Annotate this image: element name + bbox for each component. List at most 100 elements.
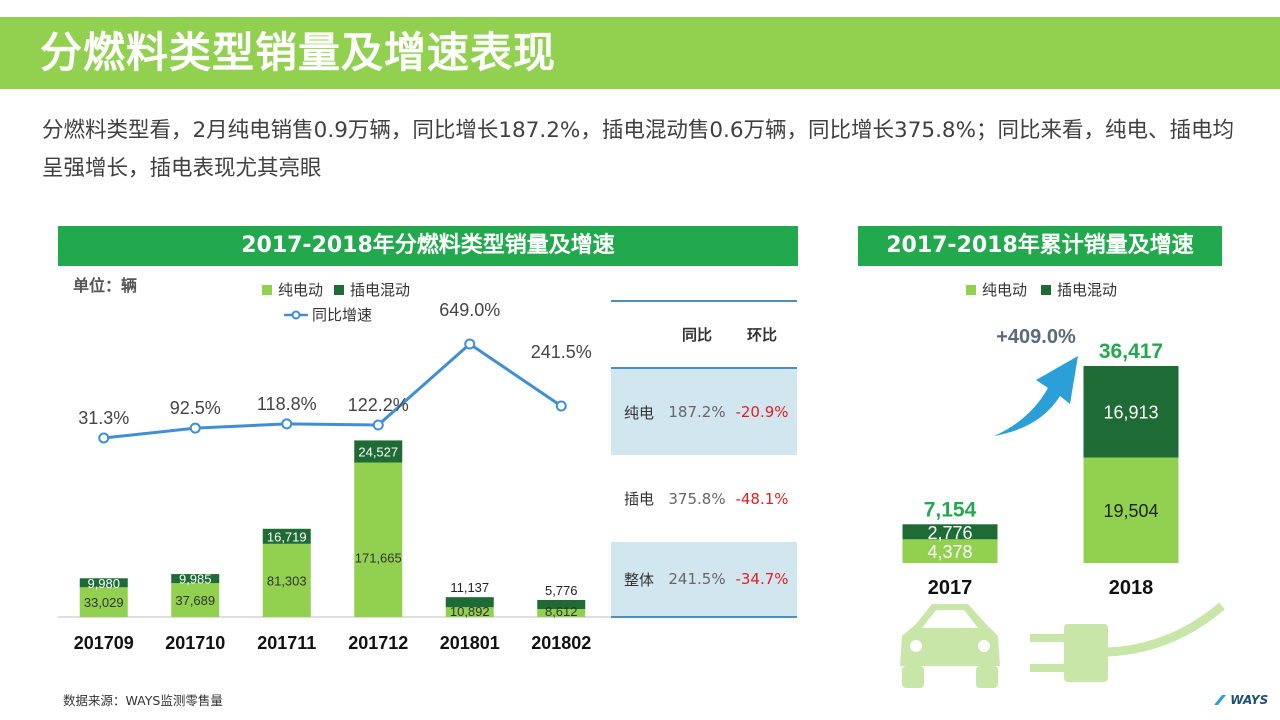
bar-phev bbox=[1083, 365, 1179, 458]
unit-label: 单位：辆 bbox=[73, 276, 138, 295]
chart2-heading: 2017-2018年累计销量及增速 bbox=[858, 226, 1222, 266]
growth-total-label: +409.0% bbox=[996, 326, 1076, 348]
legend2-label-ev: 纯电动 bbox=[982, 281, 1028, 299]
tick-label: 2017 bbox=[928, 577, 973, 599]
bar-phev bbox=[171, 574, 220, 584]
bar-phev bbox=[445, 597, 494, 608]
tick-label: 201801 bbox=[440, 633, 500, 653]
bar-ev bbox=[902, 539, 998, 563]
table-header-rule bbox=[611, 367, 797, 369]
page-title: 分燃料类型销量及增速表现 bbox=[40, 28, 557, 77]
chart1-heading: 2017-2018年分燃料类型销量及增速 bbox=[58, 226, 798, 266]
data-label-phev: 16,913 bbox=[1103, 403, 1158, 423]
growth-line bbox=[103, 342, 563, 440]
bar-ev bbox=[79, 587, 128, 617]
monthly-sales-chart: 9,980 33,029 201709 9,985 37,689 201710 16,719… bbox=[58, 300, 611, 653]
table-header-yoy: 同比 bbox=[681, 325, 712, 344]
table-row-yoy: 241.5% bbox=[668, 570, 726, 588]
table-row-mom: -20.9% bbox=[735, 403, 789, 421]
tick-label: 2018 bbox=[1109, 577, 1154, 599]
legend-phev: 插电混动 bbox=[334, 279, 410, 300]
legend-ev: 纯电动 bbox=[262, 279, 323, 300]
growth-table: 同比 环比 纯电 187.2% -20.9% 插电 375.8% -48.1% … bbox=[611, 300, 797, 618]
bar-phev bbox=[79, 578, 128, 588]
data-label-phev: 11,137 bbox=[450, 580, 489, 595]
ways-logo: WAYS bbox=[1214, 693, 1268, 707]
growth-point bbox=[464, 338, 476, 350]
tick-label: 201710 bbox=[165, 633, 225, 653]
data-label-phev: 9,985 bbox=[179, 572, 212, 587]
bar-phev bbox=[354, 440, 403, 463]
data-label-phev: 16,719 bbox=[267, 529, 307, 544]
total-label: 7,154 bbox=[924, 498, 977, 521]
table-row-label: 纯电 bbox=[623, 403, 654, 422]
data-label-ev: 81,303 bbox=[267, 573, 307, 588]
bar-phev bbox=[537, 600, 586, 609]
car-icon bbox=[900, 604, 1000, 688]
table-header-row: 同比 环比 bbox=[611, 322, 797, 346]
legend2-swatch-ev bbox=[966, 284, 976, 295]
legend-label-phev: 插电混动 bbox=[350, 281, 411, 299]
arrow-up-icon bbox=[994, 356, 1078, 436]
title-banner bbox=[0, 17, 1280, 89]
ways-logo-mark bbox=[1214, 695, 1226, 705]
table-bottom-rule bbox=[611, 616, 797, 618]
legend2-swatch-phev bbox=[1041, 284, 1051, 295]
growth-label: 31.3% bbox=[78, 408, 129, 428]
table-top-rule bbox=[611, 300, 797, 302]
bar-phev bbox=[902, 524, 998, 540]
table-row-yoy: 187.2% bbox=[668, 403, 726, 421]
table-row-label: 整体 bbox=[623, 570, 654, 589]
tick-label: 201712 bbox=[348, 633, 408, 653]
growth-point bbox=[98, 432, 110, 444]
data-label-ev: 33,029 bbox=[84, 595, 124, 610]
table-row-yoy: 375.8% bbox=[668, 489, 726, 508]
growth-label: 118.8% bbox=[257, 394, 317, 414]
growth-label: 92.5% bbox=[170, 398, 221, 418]
legend-line-icon bbox=[284, 310, 308, 319]
growth-point bbox=[372, 419, 384, 431]
plug-icon bbox=[1030, 602, 1225, 682]
data-label-phev: 24,527 bbox=[358, 444, 398, 459]
table-row: 纯电 187.2% -20.9% bbox=[611, 369, 797, 455]
growth-point bbox=[189, 422, 201, 434]
tick-label: 201711 bbox=[257, 633, 316, 653]
total-label: 36,417 bbox=[1099, 340, 1163, 363]
growth-point bbox=[281, 418, 293, 430]
data-label-ev: 10,892 bbox=[450, 604, 490, 619]
table-row-mom: -48.1% bbox=[735, 489, 789, 508]
data-label-ev: 4,378 bbox=[927, 542, 972, 562]
growth-point bbox=[555, 400, 567, 412]
legend-growth: 同比增速 bbox=[284, 304, 372, 325]
table-header-mom: 环比 bbox=[746, 325, 777, 344]
bar-ev bbox=[445, 607, 494, 617]
data-label-ev: 37,689 bbox=[175, 593, 215, 608]
bar-ev bbox=[354, 462, 403, 617]
data-label-ev: 19,504 bbox=[1103, 501, 1158, 521]
data-label-phev: 5,776 bbox=[545, 583, 578, 598]
bar-phev bbox=[262, 528, 311, 544]
table-row-label: 插电 bbox=[623, 490, 654, 508]
legend-swatch-ev bbox=[262, 284, 272, 295]
data-source: 数据来源：WAYS监测零售量 bbox=[63, 693, 223, 708]
tick-label: 201709 bbox=[74, 633, 134, 653]
bar-ev bbox=[171, 583, 220, 617]
bar-ev bbox=[537, 609, 586, 617]
legend-label-ev: 纯电动 bbox=[278, 281, 324, 299]
legend-label-growth: 同比增速 bbox=[312, 306, 373, 324]
growth-label: 241.5% bbox=[531, 342, 592, 362]
data-label-phev: 9,980 bbox=[87, 576, 120, 591]
growth-label: 122.2% bbox=[348, 395, 409, 415]
ways-logo-text: WAYS bbox=[1230, 693, 1269, 707]
tick-label: 201802 bbox=[531, 633, 591, 653]
data-label-ev: 8,612 bbox=[545, 604, 578, 619]
legend-swatch-phev bbox=[334, 284, 344, 295]
legend2-phev: 插电混动 bbox=[1041, 279, 1117, 300]
legend2-label-phev: 插电混动 bbox=[1057, 281, 1118, 299]
table-row: 插电 375.8% -48.1% bbox=[611, 455, 797, 542]
summary-text: 分燃料类型看，2月纯电销售0.9万辆，同比增长187.2%，插电混动售0.6万辆… bbox=[42, 118, 1235, 181]
data-label-phev: 2,776 bbox=[927, 523, 972, 543]
data-label-ev: 171,665 bbox=[355, 551, 402, 566]
